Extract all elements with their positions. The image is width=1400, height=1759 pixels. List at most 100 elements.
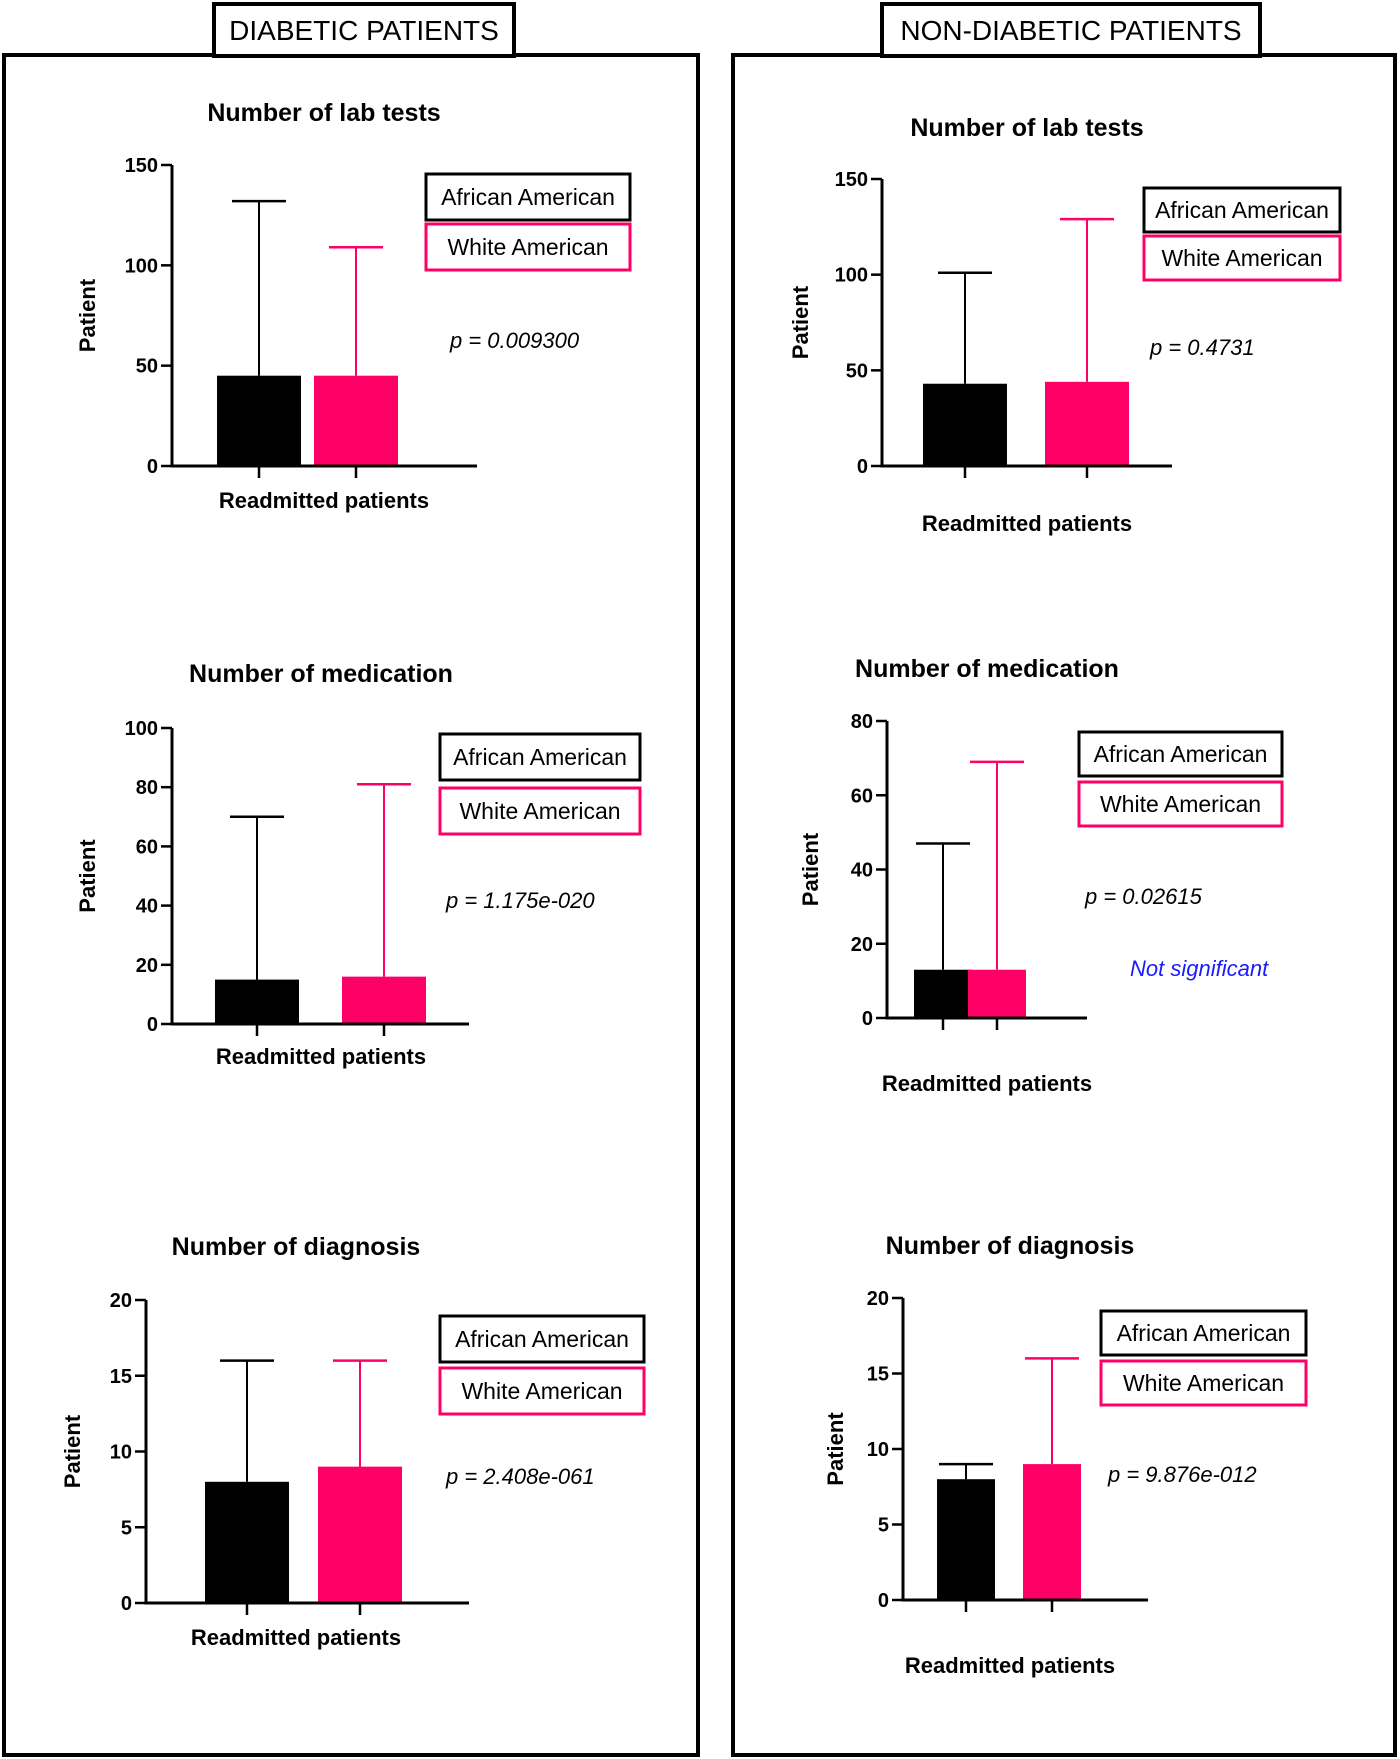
y-axis-label: Patient bbox=[798, 832, 823, 906]
legend-label: African American bbox=[1094, 741, 1268, 767]
legend-box bbox=[438, 786, 642, 836]
y-tick-label: 150 bbox=[835, 169, 868, 191]
bar bbox=[318, 1466, 402, 1603]
y-tick-label: 20 bbox=[867, 1288, 889, 1310]
y-axis-label: Patient bbox=[75, 839, 100, 913]
legend-label: White American bbox=[459, 798, 620, 824]
bar bbox=[923, 383, 1007, 466]
legend-box bbox=[424, 222, 632, 272]
legend-box bbox=[1142, 234, 1342, 282]
legend-label: African American bbox=[455, 1326, 629, 1352]
y-tick-label: 40 bbox=[851, 860, 873, 882]
y-axis-label: Patient bbox=[75, 278, 100, 352]
bar bbox=[914, 969, 972, 1018]
bar bbox=[205, 1481, 289, 1603]
y-tick-label: 20 bbox=[136, 955, 158, 977]
y-tick-label: 100 bbox=[125, 255, 158, 277]
chart-title: Number of lab tests bbox=[910, 114, 1143, 142]
p-value: p = 0.4731 bbox=[1149, 335, 1255, 360]
y-tick-label: 20 bbox=[851, 934, 873, 956]
legend-label: White American bbox=[1161, 245, 1322, 271]
legend-label: White American bbox=[447, 234, 608, 260]
legend-box bbox=[1099, 1309, 1308, 1357]
legend-label: African American bbox=[441, 184, 615, 210]
chart-title: Number of diagnosis bbox=[172, 1233, 421, 1261]
y-tick-label: 50 bbox=[136, 356, 158, 378]
diabetic-panel-header: DIABETIC PATIENTS bbox=[229, 15, 499, 46]
chart-title: Number of diagnosis bbox=[886, 1232, 1135, 1260]
y-tick-label: 100 bbox=[125, 718, 158, 740]
bar-chart: Number of diagnosis 0 5 10 15 20 Readmitted pa… bbox=[823, 1232, 1308, 1678]
x-axis-label: Readmitted patients bbox=[216, 1044, 426, 1069]
bar-chart: Number of diagnosis 0 5 10 15 20 Readmitted pa… bbox=[60, 1233, 646, 1650]
x-axis-label: Readmitted patients bbox=[219, 488, 429, 513]
chart-title: Number of medication bbox=[855, 655, 1119, 683]
y-tick-label: 10 bbox=[867, 1439, 889, 1461]
y-axis-label: Patient bbox=[823, 1412, 848, 1486]
y-tick-label: 0 bbox=[147, 456, 158, 478]
legend-label: White American bbox=[461, 1378, 622, 1404]
y-tick-label: 40 bbox=[136, 896, 158, 918]
y-tick-label: 80 bbox=[851, 711, 873, 733]
y-tick-label: 80 bbox=[136, 777, 158, 799]
bar-chart: Number of medication 0 20 40 60 80 100 Readmitt… bbox=[75, 660, 642, 1069]
y-tick-label: 0 bbox=[121, 1593, 132, 1615]
y-tick-label: 0 bbox=[878, 1590, 889, 1612]
p-value: p = 1.175e-020 bbox=[445, 888, 595, 913]
bar bbox=[217, 375, 301, 466]
legend-box bbox=[438, 732, 642, 782]
bar bbox=[1045, 381, 1129, 466]
y-tick-label: 60 bbox=[851, 785, 873, 807]
y-tick-label: 150 bbox=[125, 155, 158, 177]
y-tick-label: 0 bbox=[147, 1014, 158, 1036]
x-axis-label: Readmitted patients bbox=[905, 1653, 1115, 1678]
legend-label: White American bbox=[1123, 1370, 1284, 1396]
bar-chart: Number of medication 0 20 40 60 80 Readmitted … bbox=[798, 655, 1284, 1096]
bar bbox=[215, 979, 299, 1024]
legend-box bbox=[1077, 780, 1284, 828]
bar bbox=[968, 969, 1026, 1018]
y-tick-label: 15 bbox=[110, 1366, 132, 1388]
legend-box bbox=[1142, 186, 1342, 234]
y-tick-label: 20 bbox=[110, 1290, 132, 1312]
legend-box bbox=[1099, 1359, 1308, 1407]
chart-title: Number of lab tests bbox=[207, 99, 440, 127]
y-tick-label: 50 bbox=[846, 360, 868, 382]
significance-note: Not significant bbox=[1130, 956, 1269, 981]
legend-box bbox=[1077, 730, 1284, 778]
y-axis-label: Patient bbox=[788, 285, 813, 359]
x-axis-label: Readmitted patients bbox=[882, 1071, 1092, 1096]
non-diabetic-panel-header: NON-DIABETIC PATIENTS bbox=[900, 15, 1241, 46]
p-value: p = 2.408e-061 bbox=[445, 1464, 595, 1489]
legend-label: White American bbox=[1100, 791, 1261, 817]
p-value: p = 9.876e-012 bbox=[1107, 1462, 1257, 1487]
legend-label: African American bbox=[1117, 1320, 1291, 1346]
legend-box bbox=[438, 1366, 646, 1416]
legend-box bbox=[438, 1314, 646, 1364]
y-tick-label: 100 bbox=[835, 265, 868, 287]
diabetic-header-box bbox=[212, 2, 516, 58]
p-value: p = 0.009300 bbox=[449, 328, 580, 353]
legend-label: African American bbox=[1155, 197, 1329, 223]
x-axis-label: Readmitted patients bbox=[922, 511, 1132, 536]
legend-label: African American bbox=[453, 744, 627, 770]
bar bbox=[1023, 1464, 1081, 1600]
y-tick-label: 5 bbox=[878, 1515, 889, 1537]
chart-title: Number of medication bbox=[189, 660, 453, 688]
p-value: p = 0.02615 bbox=[1084, 884, 1203, 909]
y-tick-label: 5 bbox=[121, 1517, 132, 1539]
y-tick-label: 15 bbox=[867, 1364, 889, 1386]
bar bbox=[342, 976, 426, 1024]
bar-chart: Number of lab tests 0 50 100 150 Readmitted p… bbox=[75, 99, 632, 513]
bar bbox=[937, 1479, 995, 1600]
bar bbox=[314, 375, 398, 466]
legend-box bbox=[424, 172, 632, 222]
non-diabetic-header-box bbox=[880, 2, 1262, 58]
y-tick-label: 10 bbox=[110, 1442, 132, 1464]
y-axis-label: Patient bbox=[60, 1414, 85, 1488]
bar-chart: Number of lab tests 0 50 100 150 Readmitted p… bbox=[788, 114, 1342, 536]
x-axis-label: Readmitted patients bbox=[191, 1625, 401, 1650]
y-tick-label: 0 bbox=[862, 1008, 873, 1030]
